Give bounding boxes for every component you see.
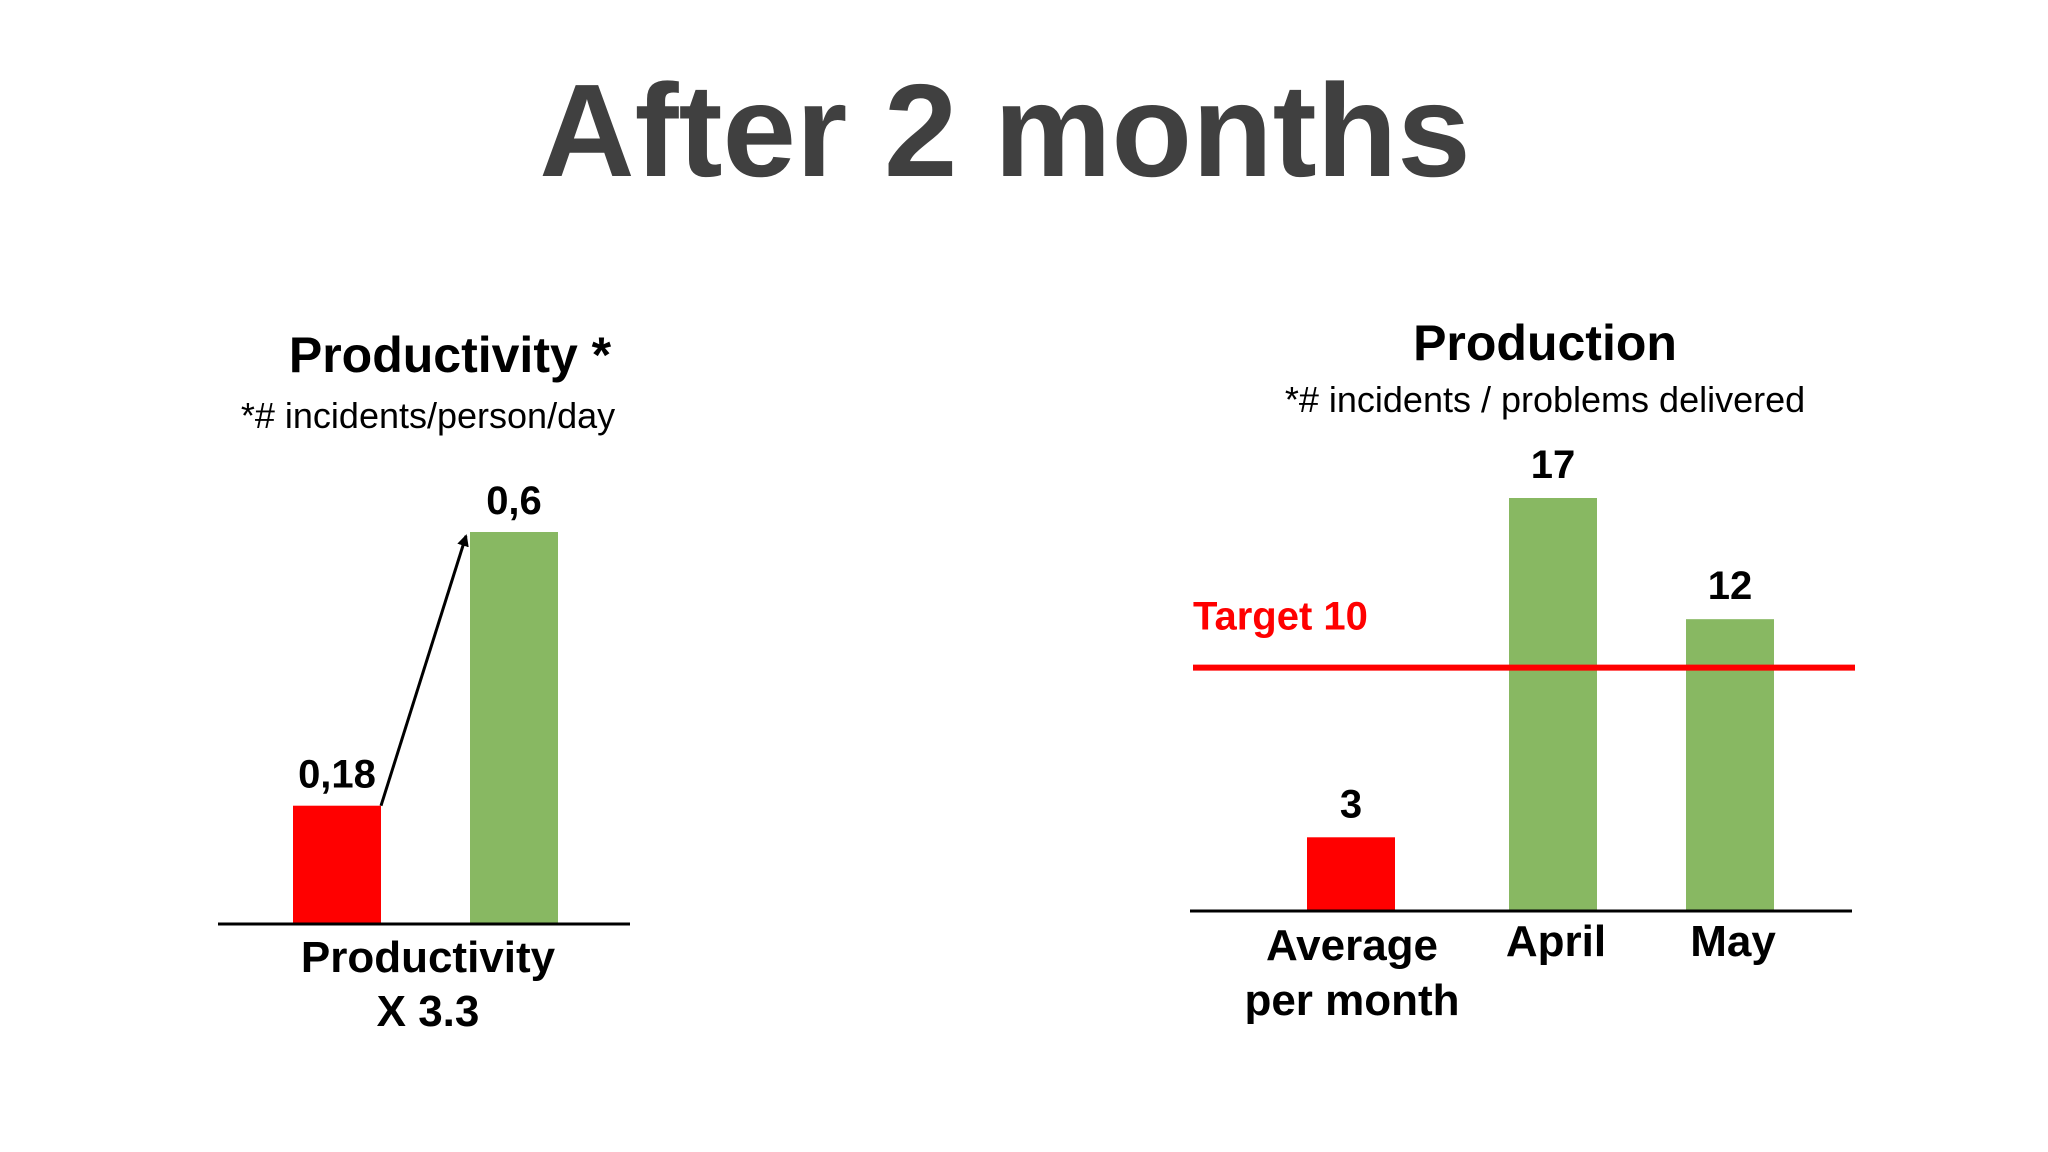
- production-bars: 3 17 12: [1307, 443, 1774, 910]
- production-value-label-0: 3: [1340, 782, 1362, 826]
- production-category-label-2-0: May: [1690, 917, 1776, 966]
- production-category-label-1-0: April: [1506, 917, 1606, 966]
- production-category-label-0-0: Average: [1266, 921, 1438, 970]
- slide-title: After 2 months: [539, 57, 1471, 204]
- production-chart-title: Production: [1413, 315, 1677, 371]
- production-chart-subtitle: *# incidents / problems delivered: [1285, 379, 1805, 420]
- production-chart: Production *# incidents / problems deliv…: [1190, 315, 1855, 1025]
- production-category-labels: Average per month April May: [1244, 917, 1776, 1025]
- target-reference-label: Target 10: [1193, 595, 1368, 639]
- productivity-caption-line-2: X 3.3: [377, 987, 480, 1036]
- production-value-label-1: 17: [1531, 443, 1576, 487]
- production-category-label-0-1: per month: [1244, 976, 1459, 1025]
- productivity-bar-1: [470, 532, 558, 923]
- productivity-value-label-1: 0,6: [486, 479, 542, 523]
- productivity-chart: Productivity * *# incidents/person/day 0…: [218, 327, 630, 1036]
- production-value-label-2: 12: [1708, 564, 1753, 608]
- production-bar-1: [1509, 498, 1597, 910]
- productivity-bar-0: [293, 805, 381, 923]
- production-bar-2: [1686, 619, 1774, 910]
- productivity-chart-subtitle: *# incidents/person/day: [241, 395, 615, 436]
- productivity-bars: 0,18 0,6: [293, 479, 558, 923]
- production-bar-0: [1307, 837, 1395, 910]
- productivity-chart-title: Productivity *: [289, 327, 612, 383]
- productivity-value-label-0: 0,18: [298, 753, 376, 797]
- productivity-growth-arrow: [379, 534, 469, 807]
- productivity-caption-line-1: Productivity: [301, 933, 556, 982]
